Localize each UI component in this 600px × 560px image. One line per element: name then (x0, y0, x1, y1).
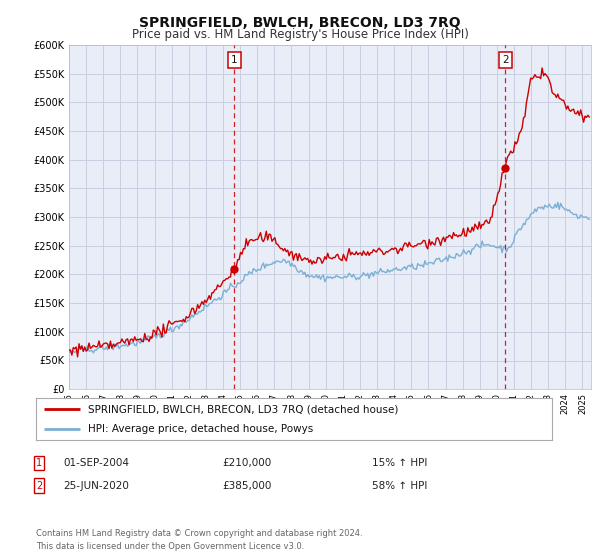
Text: 1: 1 (231, 55, 238, 65)
Text: £210,000: £210,000 (222, 458, 271, 468)
Text: 2: 2 (36, 480, 42, 491)
Text: Contains HM Land Registry data © Crown copyright and database right 2024.
This d: Contains HM Land Registry data © Crown c… (36, 529, 362, 550)
Text: SPRINGFIELD, BWLCH, BRECON, LD3 7RQ (detached house): SPRINGFIELD, BWLCH, BRECON, LD3 7RQ (det… (88, 404, 398, 414)
Text: 25-JUN-2020: 25-JUN-2020 (63, 480, 129, 491)
Text: Price paid vs. HM Land Registry's House Price Index (HPI): Price paid vs. HM Land Registry's House … (131, 28, 469, 41)
Text: 58% ↑ HPI: 58% ↑ HPI (372, 480, 427, 491)
Text: 15% ↑ HPI: 15% ↑ HPI (372, 458, 427, 468)
Text: 01-SEP-2004: 01-SEP-2004 (63, 458, 129, 468)
Text: £385,000: £385,000 (222, 480, 271, 491)
Text: HPI: Average price, detached house, Powys: HPI: Average price, detached house, Powy… (88, 424, 313, 433)
Text: SPRINGFIELD, BWLCH, BRECON, LD3 7RQ: SPRINGFIELD, BWLCH, BRECON, LD3 7RQ (139, 16, 461, 30)
Text: 1: 1 (36, 458, 42, 468)
Text: 2: 2 (502, 55, 509, 65)
